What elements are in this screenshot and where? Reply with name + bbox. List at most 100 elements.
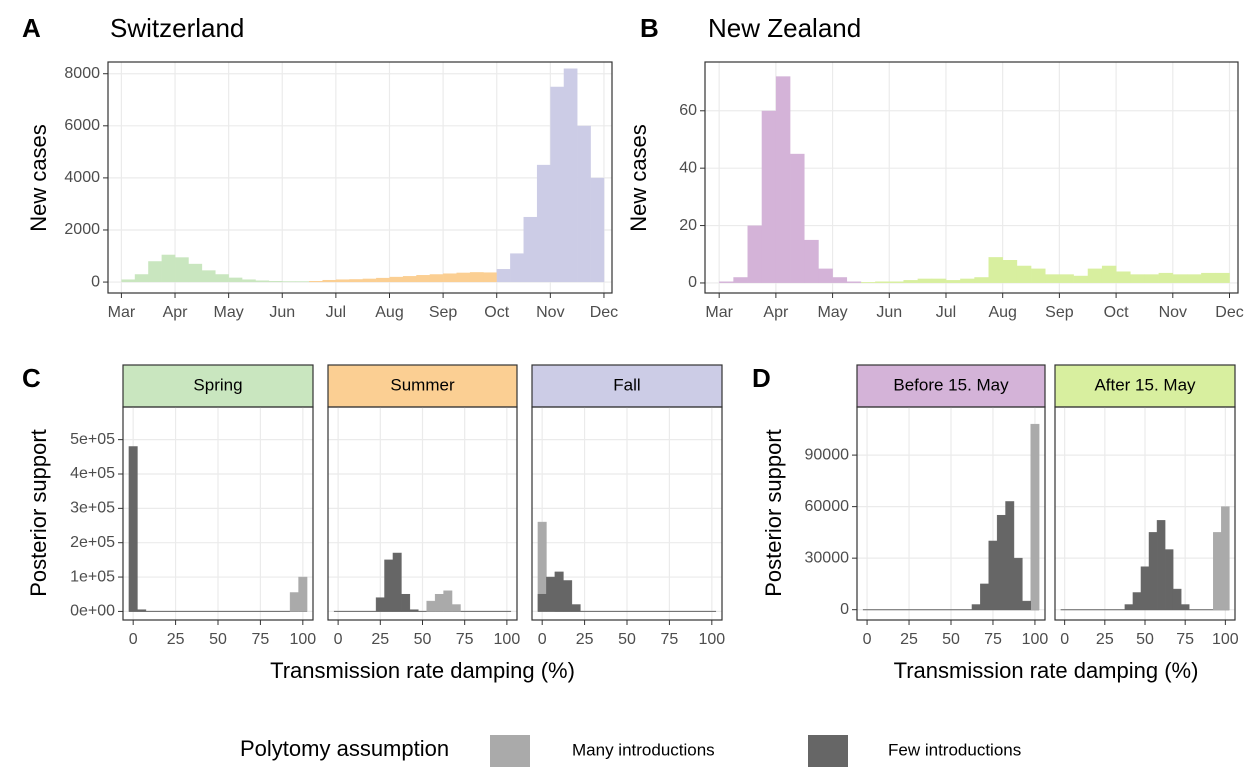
histogram-bar [1013, 557, 1023, 610]
x-tick-label: 50 [618, 631, 636, 648]
histogram-bar [996, 514, 1006, 610]
bar [761, 110, 777, 283]
x-tick-label: 0 [1060, 631, 1069, 648]
panel-border [1054, 406, 1236, 621]
histogram-bar [451, 604, 461, 612]
histogram-bar [401, 593, 411, 612]
x-tick-label: Jun [876, 304, 902, 321]
histogram-bar [554, 571, 564, 612]
x-tick-label: 50 [942, 631, 960, 648]
bar [1031, 268, 1046, 283]
y-tick-label: 90000 [805, 446, 850, 463]
x-tick-label: Apr [763, 304, 789, 321]
x-tick-label: 75 [456, 631, 474, 648]
panel-tag: C [22, 363, 41, 393]
x-tick-label: Dec [590, 304, 618, 321]
x-tick-label: 25 [900, 631, 918, 648]
bar [733, 277, 748, 283]
histogram-bar [128, 446, 138, 612]
x-tick-label: Oct [1104, 304, 1129, 321]
panel-border [531, 406, 723, 621]
bar [1087, 268, 1103, 283]
y-tick-label: 0 [688, 274, 697, 291]
bar [988, 257, 1003, 283]
bar [917, 278, 933, 283]
x-tick-label: Nov [536, 304, 564, 321]
bar [389, 276, 404, 283]
y-tick-label: 3e+05 [70, 500, 115, 517]
x-tick-label: Jul [326, 304, 346, 321]
bar [309, 281, 323, 283]
x-tick-label: Aug [375, 304, 403, 321]
histogram-bar [1156, 520, 1166, 610]
x-tick-label: 25 [1096, 631, 1114, 648]
bar [875, 281, 890, 283]
histogram-bar [434, 593, 444, 612]
x-tick-label: 100 [1022, 631, 1049, 648]
legend-swatch [808, 735, 848, 767]
x-tick-label: 75 [1176, 631, 1194, 648]
y-tick-label: 60 [679, 102, 697, 119]
bar [860, 282, 876, 283]
bar [1016, 265, 1032, 283]
bar [577, 125, 591, 283]
bar [175, 257, 189, 283]
bar [1101, 265, 1117, 283]
panel-title: Switzerland [110, 13, 244, 43]
bar [496, 269, 511, 283]
x-tick-label: 50 [209, 631, 227, 648]
y-tick-label: 0 [840, 601, 849, 618]
bar [747, 225, 763, 283]
histogram-bar [1164, 549, 1174, 610]
legend-label: Few introductions [888, 740, 1021, 759]
bar [188, 263, 203, 283]
panel-title: New Zealand [708, 13, 861, 43]
x-tick-label: Mar [108, 304, 136, 321]
bar [1158, 272, 1174, 283]
histogram-bar [1172, 588, 1182, 610]
x-tick-label: 75 [252, 631, 270, 648]
bar [228, 277, 243, 283]
histogram-bar [137, 609, 147, 612]
x-tick-label: Oct [484, 304, 509, 321]
bar [134, 274, 149, 283]
x-tick-label: Apr [163, 304, 189, 321]
histogram-bar [546, 576, 556, 612]
panel-border [327, 406, 518, 621]
x-tick-label: Jul [936, 304, 956, 321]
bar [846, 281, 862, 283]
histogram-bar [1005, 501, 1015, 610]
histogram-bar [384, 559, 394, 612]
bar [1130, 274, 1145, 283]
x-tick-label: 0 [538, 631, 547, 648]
histogram-bar [289, 592, 299, 612]
histogram-bar [1132, 592, 1142, 610]
histogram-bar [375, 597, 385, 612]
bar [483, 272, 498, 283]
y-tick-label: 6000 [64, 117, 100, 134]
x-tick-label: 50 [1136, 631, 1154, 648]
strip [1054, 364, 1236, 408]
histogram-bar [1022, 600, 1031, 610]
strip-label: After 15. May [1094, 375, 1196, 394]
y-tick-label: 5e+05 [70, 431, 115, 448]
bar [1144, 274, 1159, 283]
bar [416, 275, 431, 283]
y-tick-label: 0 [91, 273, 100, 290]
histogram-bar [563, 580, 573, 612]
x-tick-label: 0 [129, 631, 138, 648]
strip [531, 364, 723, 408]
bar [1186, 274, 1202, 283]
x-tick-label: 75 [661, 631, 679, 648]
strip-label: Spring [193, 375, 242, 394]
bar [335, 279, 350, 283]
bar [790, 153, 805, 283]
histogram-bar [988, 540, 998, 610]
bar [255, 280, 270, 283]
x-axis-label: Transmission rate damping (%) [270, 658, 575, 683]
bar [282, 281, 296, 283]
x-tick-label: Dec [1215, 304, 1243, 321]
bar [1172, 274, 1188, 283]
y-axis-label: New cases [26, 124, 51, 232]
histogram-bar [980, 583, 990, 610]
